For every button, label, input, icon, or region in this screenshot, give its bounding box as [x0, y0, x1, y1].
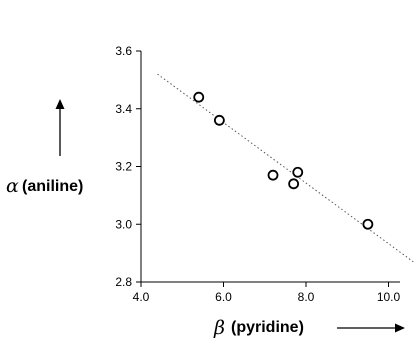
y-tick-label: 3.6 — [115, 44, 132, 58]
x-ticks: 4.0 6.0 8.0 10.0 — [133, 282, 401, 304]
y-tick-label: 3.0 — [115, 217, 132, 231]
data-point — [288, 178, 300, 190]
x-tick-label: 6.0 — [215, 290, 232, 304]
data-point — [213, 114, 225, 126]
y-axis-label: α (aniline) — [6, 99, 83, 197]
y-tick-label: 2.8 — [115, 275, 132, 289]
data-point — [362, 218, 374, 230]
x-axis-arrowhead — [395, 323, 405, 333]
y-tick-label: 3.2 — [115, 160, 132, 174]
y-ticks: 2.8 3.0 3.2 3.4 3.6 — [115, 44, 141, 289]
data-points — [193, 91, 374, 230]
data-point — [267, 169, 279, 181]
axes — [140, 51, 400, 283]
y-tick-label: 3.4 — [115, 102, 132, 116]
data-point — [292, 166, 304, 178]
y-axis-label-symbol: α — [6, 175, 19, 197]
data-point — [193, 91, 205, 103]
y-axis-arrowhead — [55, 99, 65, 109]
trendline — [157, 73, 414, 263]
x-axis-label-symbol: β — [213, 317, 225, 339]
x-tick-label: 4.0 — [133, 290, 150, 304]
x-axis-label: β (pyridine) — [213, 317, 405, 339]
y-axis-label-text: (aniline) — [22, 178, 83, 195]
x-axis-label-text: (pyridine) — [231, 319, 304, 336]
x-tick-label: 10.0 — [377, 290, 401, 304]
x-tick-label: 8.0 — [298, 290, 315, 304]
